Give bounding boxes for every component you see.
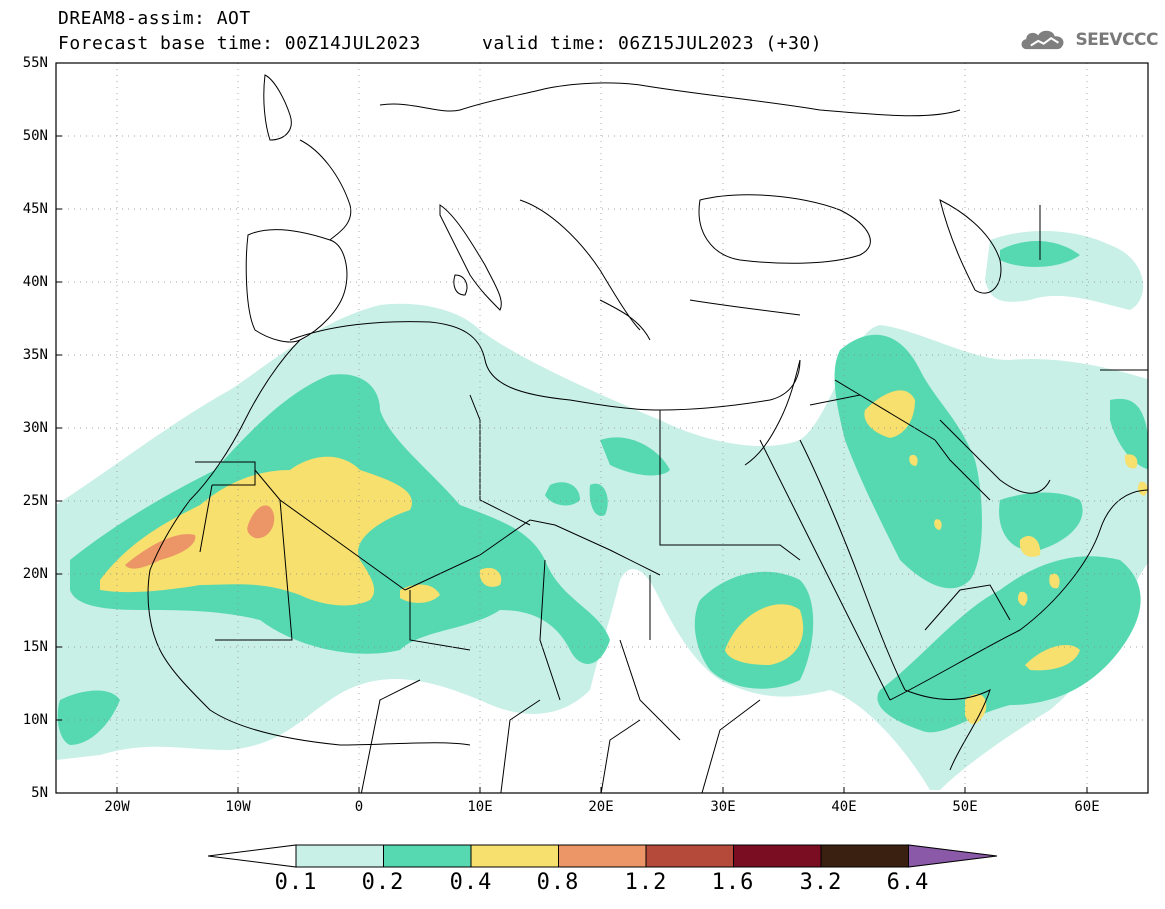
country-boundaries — [147, 74, 1148, 793]
map-title: DREAM8-assim: AOT — [58, 8, 251, 29]
valid-time: valid time: 06Z15JUL2023 (+30) — [482, 33, 823, 54]
colorbar-label: 1.6 — [711, 870, 755, 895]
cloud-icon — [1021, 30, 1064, 50]
colorbar-swatch — [733, 844, 822, 868]
colorbar-swatch — [383, 844, 472, 868]
lon-label: 50E — [952, 799, 978, 815]
lon-label: 10W — [225, 799, 251, 815]
colorbar-label: 3.2 — [799, 870, 843, 895]
aot-layer-0-8 — [125, 505, 275, 569]
lon-label: 20W — [104, 799, 130, 815]
logo-text: SEEVCCC — [1075, 30, 1158, 50]
colorbar-swatch — [558, 844, 647, 868]
colorbar-label: 0.2 — [361, 870, 405, 895]
grid-lines — [56, 63, 1148, 793]
seevccc-logo: SEEVCCC — [1018, 24, 1158, 56]
colorbar-swatch — [645, 844, 734, 868]
lat-label: 45N — [22, 201, 48, 217]
lat-label: 15N — [22, 639, 48, 655]
colorbar-swatch — [470, 844, 559, 868]
colorbar-label: 0.8 — [536, 870, 580, 895]
lat-label: 5N — [31, 785, 48, 801]
forecast-base-time: Forecast base time: 00Z14JUL2023 — [58, 33, 421, 54]
colorbar-label: 6.4 — [886, 870, 930, 895]
lon-label: 20E — [588, 799, 614, 815]
lon-label: 10E — [467, 799, 493, 815]
lat-label: 35N — [22, 347, 48, 363]
lon-label: 30E — [710, 799, 736, 815]
colorbar-swatch — [295, 844, 384, 868]
lat-label: 40N — [22, 274, 48, 290]
colorbar-swatch — [820, 844, 909, 868]
colorbar-label: 1.2 — [624, 870, 668, 895]
lat-label: 25N — [22, 493, 48, 509]
lon-label: 40E — [831, 799, 857, 815]
colorbar-label: 0.1 — [274, 870, 318, 895]
lon-label: 60E — [1074, 799, 1100, 815]
lat-label: 10N — [22, 712, 48, 728]
lat-label: 55N — [22, 55, 48, 71]
colorbar-label: 0.4 — [449, 870, 493, 895]
colorbar-over-triangle — [908, 844, 998, 868]
lat-label: 20N — [22, 566, 48, 582]
colorbar-under-triangle — [207, 844, 297, 868]
lat-label: 30N — [22, 420, 48, 436]
lat-label: 50N — [22, 128, 48, 144]
axis-ticks — [56, 62, 1088, 794]
lon-label: 0 — [354, 799, 364, 815]
